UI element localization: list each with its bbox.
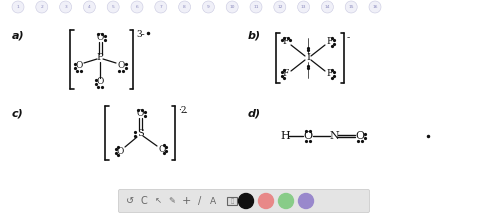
FancyBboxPatch shape — [119, 189, 370, 213]
Text: F: F — [283, 38, 289, 46]
Circle shape — [298, 1, 310, 13]
Text: H: H — [280, 131, 290, 141]
Circle shape — [226, 1, 238, 13]
Text: O: O — [96, 78, 104, 86]
Circle shape — [299, 194, 313, 208]
Text: /: / — [198, 196, 202, 206]
Text: 7: 7 — [159, 5, 162, 9]
Text: ✎: ✎ — [168, 197, 176, 205]
Text: ⛰: ⛰ — [230, 198, 234, 204]
Text: 3-: 3- — [136, 30, 144, 39]
Text: P: P — [96, 54, 103, 62]
Text: -: - — [184, 108, 188, 117]
Circle shape — [107, 1, 119, 13]
Text: F: F — [283, 70, 289, 78]
Text: ·2: ·2 — [178, 106, 187, 115]
Text: 8: 8 — [183, 5, 186, 9]
Text: O: O — [116, 146, 124, 156]
Text: F: F — [327, 70, 333, 78]
Text: 3: 3 — [64, 5, 67, 9]
Circle shape — [12, 1, 24, 13]
Circle shape — [345, 1, 357, 13]
Text: 6: 6 — [136, 5, 138, 9]
Text: 13: 13 — [301, 5, 306, 9]
Circle shape — [322, 1, 334, 13]
Circle shape — [369, 1, 381, 13]
Text: 15: 15 — [348, 5, 354, 9]
Text: 1: 1 — [17, 5, 19, 9]
Circle shape — [84, 1, 96, 13]
Text: 4: 4 — [88, 5, 91, 9]
Circle shape — [239, 194, 253, 208]
Text: a): a) — [12, 31, 24, 41]
Text: 11: 11 — [253, 5, 259, 9]
Circle shape — [274, 1, 286, 13]
Circle shape — [155, 1, 167, 13]
Circle shape — [259, 194, 274, 208]
Text: +: + — [181, 196, 191, 206]
Text: O: O — [136, 110, 144, 119]
Text: b): b) — [248, 31, 261, 41]
Text: 12: 12 — [277, 5, 283, 9]
Circle shape — [179, 1, 191, 13]
Circle shape — [36, 1, 48, 13]
Text: N: N — [329, 131, 339, 141]
Text: O: O — [96, 33, 104, 43]
Text: C: C — [141, 196, 147, 206]
Text: ↖: ↖ — [155, 197, 161, 205]
Text: I: I — [306, 54, 310, 62]
Text: d): d) — [248, 109, 261, 119]
Text: 2: 2 — [40, 5, 43, 9]
Text: ↺: ↺ — [126, 196, 134, 206]
Text: F: F — [327, 38, 333, 46]
Text: S: S — [137, 130, 144, 138]
Circle shape — [278, 194, 293, 208]
Text: 14: 14 — [324, 5, 330, 9]
Circle shape — [250, 1, 262, 13]
Circle shape — [60, 1, 72, 13]
Text: -: - — [347, 33, 350, 42]
Text: 16: 16 — [372, 5, 378, 9]
Text: 5: 5 — [112, 5, 115, 9]
Text: O: O — [355, 131, 365, 141]
Text: A: A — [210, 197, 216, 205]
Circle shape — [131, 1, 143, 13]
Text: c): c) — [12, 109, 24, 119]
Text: 10: 10 — [229, 5, 235, 9]
Text: 9: 9 — [207, 5, 210, 9]
Text: O: O — [75, 62, 83, 70]
Text: O: O — [303, 131, 312, 141]
Text: O: O — [117, 62, 125, 70]
Text: O: O — [158, 145, 166, 154]
FancyBboxPatch shape — [227, 197, 237, 205]
Circle shape — [203, 1, 215, 13]
